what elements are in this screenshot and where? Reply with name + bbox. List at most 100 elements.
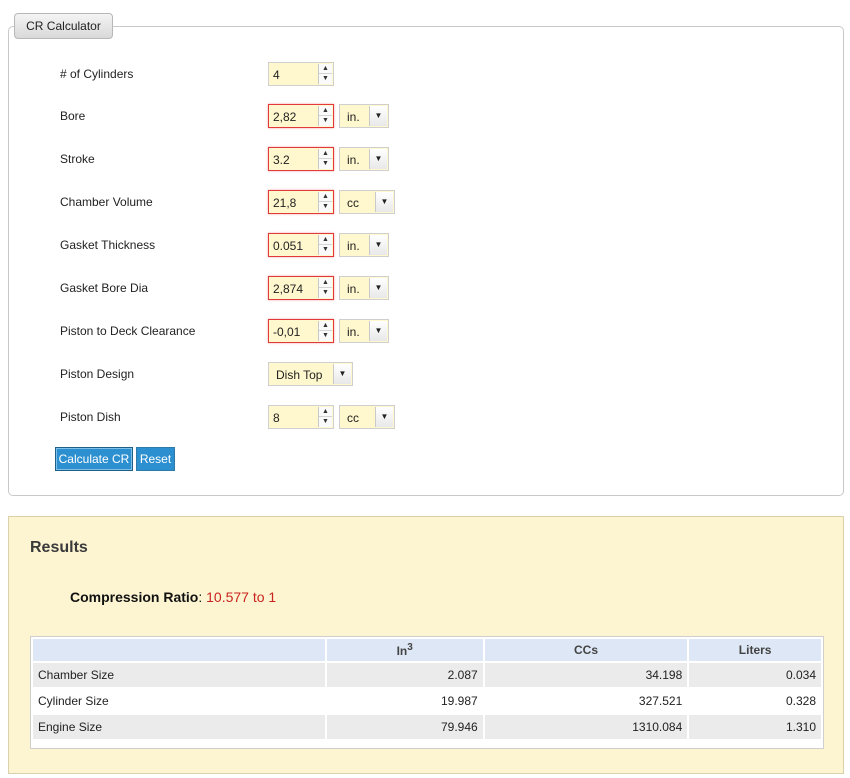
chevron-down-icon[interactable]: ▼ xyxy=(322,289,329,296)
gasket-bore-dia-unit-select[interactable]: in. ▼ xyxy=(339,276,389,300)
cell-in3: 2.087 xyxy=(326,663,483,687)
chevron-up-icon[interactable]: ▲ xyxy=(319,278,332,288)
chevron-down-icon[interactable]: ▼ xyxy=(322,160,329,167)
cylinders-spin-buttons[interactable]: ▲ ▼ xyxy=(318,64,332,84)
piston-dish-value[interactable]: 8 xyxy=(273,411,280,425)
cell-liters: 1.310 xyxy=(689,715,821,739)
bore-unit-value: in. xyxy=(347,110,360,124)
table-header-in3: In3 xyxy=(326,639,483,661)
piston-deck-clearance-unit-select[interactable]: in. ▼ xyxy=(339,319,389,343)
dropdown-arrow-icon[interactable]: ▼ xyxy=(369,149,387,169)
cell-ccs: 327.521 xyxy=(484,689,688,713)
table-header-in-superscript: 3 xyxy=(407,642,413,653)
row-label: Chamber Size xyxy=(33,663,325,687)
gasket-thickness-spinner[interactable]: 0.051 ▲ ▼ xyxy=(268,233,334,257)
piston-dish-spinner[interactable]: 8 ▲ ▼ xyxy=(268,405,334,429)
field-row-chamber-volume: Chamber Volume 21,8 ▲ ▼ cc ▼ xyxy=(60,190,420,214)
table-header-in-label: In xyxy=(396,644,408,658)
gasket-thickness-value[interactable]: 0.051 xyxy=(273,239,304,253)
chevron-down-icon[interactable]: ▼ xyxy=(322,75,329,82)
table-header-blank xyxy=(33,639,325,661)
field-row-stroke: Stroke 3.2 ▲ ▼ in. ▼ xyxy=(60,147,420,171)
piston-dish-unit-select[interactable]: cc ▼ xyxy=(339,405,395,429)
cell-ccs: 34.198 xyxy=(484,663,688,687)
compression-ratio-line: Compression Ratio: 10.577 to 1 xyxy=(70,589,277,605)
dropdown-arrow-icon[interactable]: ▼ xyxy=(375,192,393,212)
chamber-volume-value[interactable]: 21,8 xyxy=(273,196,297,210)
piston-deck-clearance-unit-value: in. xyxy=(347,325,360,339)
cylinders-spinner[interactable]: 4 ▲ ▼ xyxy=(268,62,334,86)
piston-deck-clearance-value[interactable]: -0,01 xyxy=(273,325,301,339)
cell-in3: 19.987 xyxy=(326,689,483,713)
gasket-bore-dia-spinner[interactable]: 2,874 ▲ ▼ xyxy=(268,276,334,300)
piston-deck-clearance-label: Piston to Deck Clearance xyxy=(60,324,196,338)
field-row-piston-dish: Piston Dish 8 ▲ ▼ cc ▼ xyxy=(60,405,420,429)
gasket-thickness-unit-value: in. xyxy=(347,239,360,253)
chevron-down-icon[interactable]: ▼ xyxy=(322,246,329,253)
chevron-up-icon[interactable]: ▲ xyxy=(319,149,332,159)
calculate-cr-button[interactable]: Calculate CR xyxy=(55,447,133,471)
gasket-thickness-label: Gasket Thickness xyxy=(60,238,156,252)
chevron-down-icon[interactable]: ▼ xyxy=(322,332,329,339)
stroke-label: Stroke xyxy=(60,152,95,166)
piston-dish-label: Piston Dish xyxy=(60,410,121,424)
compression-ratio-value: 10.577 to 1 xyxy=(206,589,277,605)
dropdown-arrow-icon[interactable]: ▼ xyxy=(369,235,387,255)
results-table-wrapper: In3 CCs Liters Chamber Size 2.087 34.198… xyxy=(30,636,824,749)
field-row-piston-design: Piston Design Dish Top ▼ xyxy=(60,362,420,386)
chevron-up-icon[interactable]: ▲ xyxy=(319,64,332,74)
gasket-bore-dia-label: Gasket Bore Dia xyxy=(60,281,149,295)
chevron-up-icon[interactable]: ▲ xyxy=(319,192,332,202)
row-label: Cylinder Size xyxy=(33,689,325,713)
gasket-bore-dia-unit-value: in. xyxy=(347,282,360,296)
piston-deck-clearance-spin-buttons[interactable]: ▲ ▼ xyxy=(318,321,332,341)
chamber-volume-spin-buttons[interactable]: ▲ ▼ xyxy=(318,192,332,212)
tab-cr-calculator[interactable]: CR Calculator xyxy=(14,13,113,39)
chevron-up-icon[interactable]: ▲ xyxy=(319,235,332,245)
table-row: Cylinder Size 19.987 327.521 0.328 xyxy=(33,689,821,713)
chevron-up-icon[interactable]: ▲ xyxy=(319,106,332,116)
gasket-thickness-spin-buttons[interactable]: ▲ ▼ xyxy=(318,235,332,255)
piston-deck-clearance-spinner[interactable]: -0,01 ▲ ▼ xyxy=(268,319,334,343)
cylinders-value[interactable]: 4 xyxy=(273,68,280,82)
row-label: Engine Size xyxy=(33,715,325,739)
chamber-volume-unit-select[interactable]: cc ▼ xyxy=(339,190,395,214)
field-row-piston-deck-clearance: Piston to Deck Clearance -0,01 ▲ ▼ in. ▼ xyxy=(60,319,420,343)
chamber-volume-spinner[interactable]: 21,8 ▲ ▼ xyxy=(268,190,334,214)
bore-spin-buttons[interactable]: ▲ ▼ xyxy=(318,106,332,126)
chevron-down-icon[interactable]: ▼ xyxy=(322,203,329,210)
gasket-bore-dia-spin-buttons[interactable]: ▲ ▼ xyxy=(318,278,332,298)
piston-design-select[interactable]: Dish Top ▼ xyxy=(268,362,353,386)
bore-value[interactable]: 2,82 xyxy=(273,110,297,124)
chevron-down-icon[interactable]: ▼ xyxy=(322,418,329,425)
reset-button[interactable]: Reset xyxy=(136,447,175,471)
results-panel: Results Compression Ratio: 10.577 to 1 I… xyxy=(8,516,844,774)
cell-ccs: 1310.084 xyxy=(484,715,688,739)
piston-dish-spin-buttons[interactable]: ▲ ▼ xyxy=(318,407,332,427)
chevron-up-icon[interactable]: ▲ xyxy=(319,321,332,331)
bore-unit-select[interactable]: in. ▼ xyxy=(339,104,389,128)
chevron-down-icon[interactable]: ▼ xyxy=(322,117,329,124)
piston-dish-unit-value: cc xyxy=(347,411,359,425)
gasket-bore-dia-value[interactable]: 2,874 xyxy=(273,282,304,296)
bore-spinner[interactable]: 2,82 ▲ ▼ xyxy=(268,104,334,128)
field-row-bore: Bore 2,82 ▲ ▼ in. ▼ xyxy=(60,104,420,128)
stroke-unit-select[interactable]: in. ▼ xyxy=(339,147,389,171)
cylinders-label: # of Cylinders xyxy=(60,67,134,81)
stroke-spinner[interactable]: 3.2 ▲ ▼ xyxy=(268,147,334,171)
dropdown-arrow-icon[interactable]: ▼ xyxy=(369,106,387,126)
dropdown-arrow-icon[interactable]: ▼ xyxy=(375,407,393,427)
stroke-spin-buttons[interactable]: ▲ ▼ xyxy=(318,149,332,169)
chevron-up-icon[interactable]: ▲ xyxy=(319,407,332,417)
results-title: Results xyxy=(30,539,88,556)
stroke-value[interactable]: 3.2 xyxy=(273,153,290,167)
calculator-panel xyxy=(8,26,844,496)
dropdown-arrow-icon[interactable]: ▼ xyxy=(369,278,387,298)
compression-ratio-label: Compression Ratio xyxy=(70,589,199,605)
gasket-thickness-unit-select[interactable]: in. ▼ xyxy=(339,233,389,257)
cell-in3: 79.946 xyxy=(326,715,483,739)
cell-liters: 0.034 xyxy=(689,663,821,687)
dropdown-arrow-icon[interactable]: ▼ xyxy=(369,321,387,341)
dropdown-arrow-icon[interactable]: ▼ xyxy=(333,364,351,384)
chamber-volume-label: Chamber Volume xyxy=(60,195,153,209)
